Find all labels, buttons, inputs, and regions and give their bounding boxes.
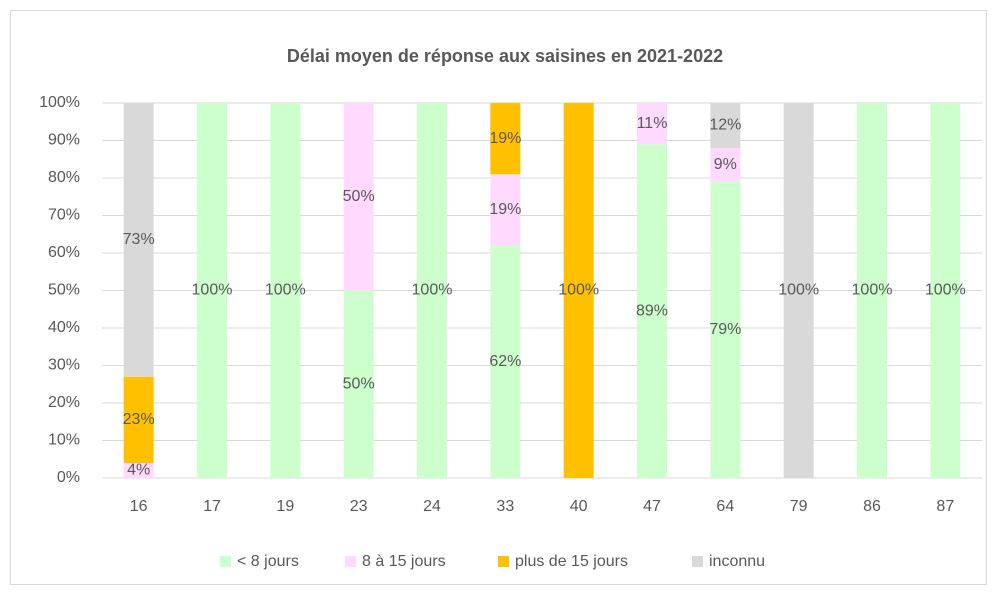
legend-label: < 8 jours <box>237 553 299 570</box>
bar-segment <box>417 103 447 478</box>
data-label: 79% <box>709 321 741 338</box>
x-tick-label: 40 <box>570 498 588 515</box>
bar-segment <box>343 290 374 478</box>
legend-swatch <box>692 556 703 567</box>
x-tick-label: 86 <box>863 498 881 515</box>
bar-segment <box>490 103 521 175</box>
y-tick-label: 10% <box>48 432 80 449</box>
bar-segment <box>123 376 154 463</box>
bar-segment <box>270 103 301 478</box>
bar-segment <box>710 181 741 478</box>
bar-segment <box>490 174 521 246</box>
bar-segment <box>563 103 594 478</box>
data-label: 4% <box>127 462 150 479</box>
y-tick-label: 50% <box>48 282 80 299</box>
data-label: 62% <box>489 353 521 370</box>
data-label: 100% <box>192 282 233 299</box>
legend-swatch <box>220 556 231 567</box>
legend-swatch <box>345 556 356 567</box>
x-tick-label: 16 <box>130 498 148 515</box>
bar-segment <box>930 103 961 478</box>
y-tick-label: 20% <box>48 394 80 411</box>
y-tick-label: 70% <box>48 207 80 224</box>
bar-segment <box>637 144 667 478</box>
x-tick-label: 19 <box>276 498 294 515</box>
x-tick-label: 64 <box>716 498 734 515</box>
data-label: 9% <box>714 156 737 173</box>
data-label: 100% <box>778 282 819 299</box>
legend-swatch <box>498 556 509 567</box>
y-tick-label: 80% <box>48 169 80 186</box>
bar-segment <box>197 103 227 478</box>
y-tick-label: 100% <box>39 94 80 111</box>
legend-label: 8 à 15 jours <box>362 553 446 570</box>
data-label: 12% <box>709 117 741 134</box>
data-label: 23% <box>123 411 155 428</box>
data-label: 100% <box>558 282 599 299</box>
data-label: 73% <box>123 231 155 248</box>
data-label: 50% <box>343 375 375 392</box>
y-tick-label: 60% <box>48 244 80 261</box>
bar-segment <box>123 103 154 377</box>
data-label: 100% <box>412 282 453 299</box>
bar-segment <box>783 103 814 478</box>
bar-segment <box>637 103 667 145</box>
x-tick-label: 79 <box>790 498 808 515</box>
bar-segment <box>710 148 741 182</box>
x-tick-label: 17 <box>203 498 221 515</box>
bar-segment <box>490 245 521 478</box>
legend-label: inconnu <box>709 553 765 570</box>
bar-segment <box>123 463 154 478</box>
x-tick-label: 47 <box>643 498 661 515</box>
data-label: 19% <box>489 130 521 147</box>
y-tick-label: 40% <box>48 319 80 336</box>
data-label: 19% <box>489 201 521 218</box>
data-label: 100% <box>265 282 306 299</box>
legend-label: plus de 15 jours <box>515 553 628 570</box>
x-tick-label: 33 <box>496 498 514 515</box>
data-label: 50% <box>343 188 375 205</box>
data-label: 100% <box>852 282 893 299</box>
y-tick-label: 90% <box>48 132 80 149</box>
bar-segment <box>343 103 374 291</box>
data-label: 100% <box>925 282 966 299</box>
x-tick-label: 87 <box>936 498 954 515</box>
data-label: 11% <box>637 115 668 132</box>
x-tick-label: 24 <box>423 498 441 515</box>
bar-segment <box>710 103 741 148</box>
chart-title: Délai moyen de réponse aux saisines en 2… <box>287 46 723 66</box>
data-label: 89% <box>636 302 668 319</box>
y-tick-label: 30% <box>48 357 80 374</box>
y-tick-label: 0% <box>57 469 80 486</box>
x-tick-label: 23 <box>350 498 368 515</box>
bar-segment <box>857 103 887 478</box>
